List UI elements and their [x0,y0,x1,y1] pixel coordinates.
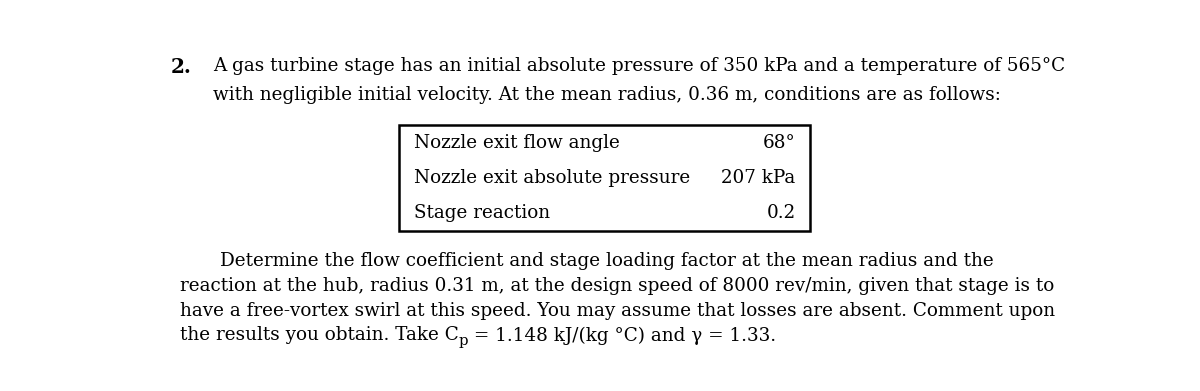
Text: 0.2: 0.2 [767,204,796,222]
Text: A gas turbine stage has an initial absolute pressure of 350 kPa and a temperatur: A gas turbine stage has an initial absol… [214,57,1066,75]
Bar [400,125,810,231]
Text: = 1.148 kJ/(kg °C) and γ = 1.33.: = 1.148 kJ/(kg °C) and γ = 1.33. [468,326,776,344]
Text: Determine the flow coefficient and stage loading factor at the mean radius and t: Determine the flow coefficient and stage… [220,252,994,270]
Text: with negligible initial velocity. At the mean radius, 0.36 m, conditions are as : with negligible initial velocity. At the… [214,86,1001,104]
Text: p: p [458,334,468,348]
Text: 68°: 68° [763,134,796,152]
Text: Nozzle exit flow angle: Nozzle exit flow angle [414,134,620,152]
Text: Nozzle exit absolute pressure: Nozzle exit absolute pressure [414,169,690,187]
Text: reaction at the hub, radius 0.31 m, at the design speed of 8000 rev/min, given t: reaction at the hub, radius 0.31 m, at t… [180,277,1054,295]
Text: the results you obtain. Take C: the results you obtain. Take C [180,326,458,344]
Text: Stage reaction: Stage reaction [414,204,551,222]
Text: 207 kPa: 207 kPa [721,169,796,187]
Text: 2.: 2. [170,57,191,77]
Text: have a free-vortex swirl at this speed. You may assume that losses are absent. C: have a free-vortex swirl at this speed. … [180,301,1055,319]
